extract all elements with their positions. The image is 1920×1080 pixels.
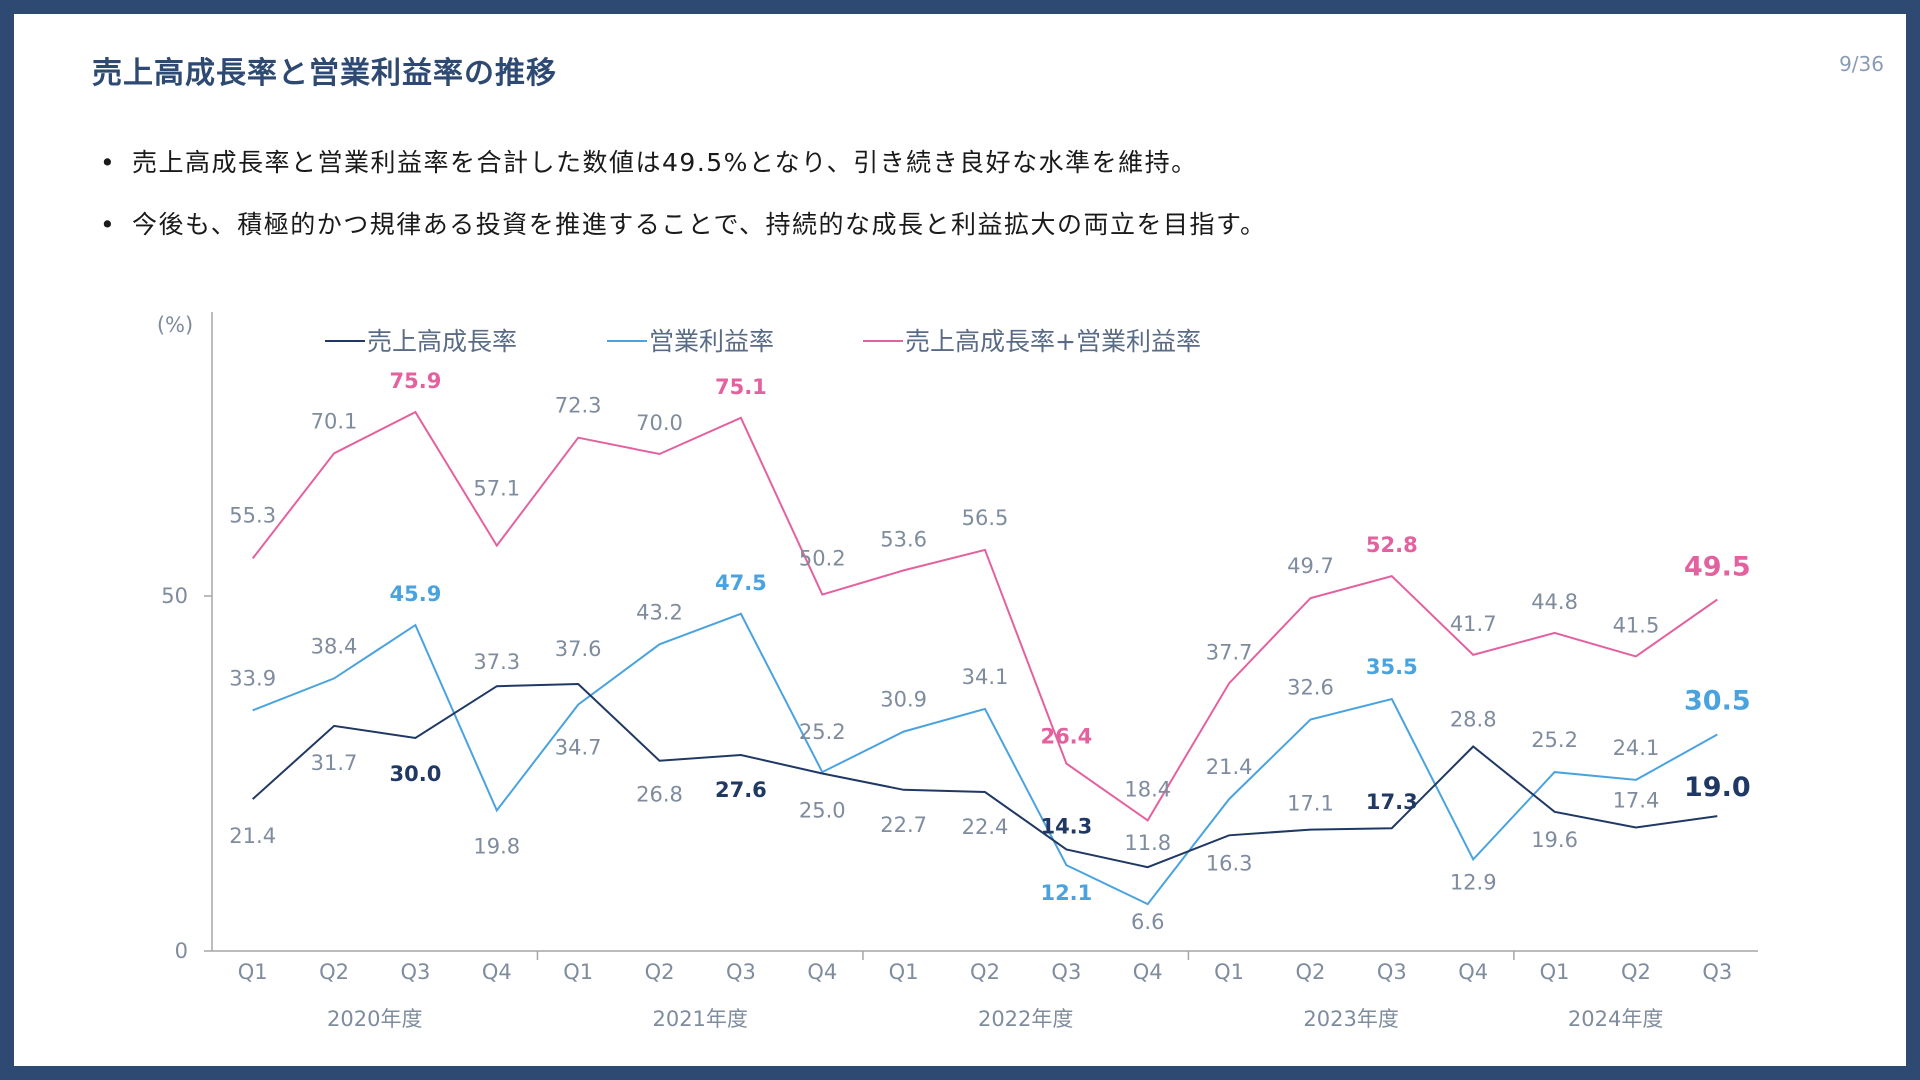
x-tick-label: Q4 xyxy=(482,960,512,984)
x-tick-label: Q2 xyxy=(1296,960,1326,984)
data-label-operating-margin: 12.1 xyxy=(1040,881,1092,905)
data-label-revenue-growth: 17.3 xyxy=(1366,790,1418,814)
data-label-operating-margin: 33.9 xyxy=(229,666,276,690)
data-label-operating-margin: 34.7 xyxy=(555,736,602,760)
data-label-operating-margin: 34.1 xyxy=(962,665,1009,689)
legend-label: 売上高成長率 xyxy=(367,327,517,356)
data-label-combined: 53.6 xyxy=(880,527,927,551)
slide-title: 売上高成長率と営業利益率の推移 xyxy=(92,56,557,91)
x-tick-label: Q4 xyxy=(1458,960,1488,984)
data-label-operating-margin: 32.6 xyxy=(1287,676,1334,700)
page-number: 9/36 xyxy=(1839,52,1884,76)
data-label-revenue-growth: 30.0 xyxy=(390,762,442,786)
fiscal-year-label: 2023年度 xyxy=(1303,1007,1398,1031)
data-label-combined: 72.3 xyxy=(555,394,602,418)
x-tick-label: Q1 xyxy=(1214,960,1244,984)
data-label-revenue-growth: 28.8 xyxy=(1450,708,1497,732)
data-label-operating-margin: 12.9 xyxy=(1450,870,1497,894)
bullet-item: 売上高成長率と営業利益率を合計した数値は49.5%となり、引き続き良好な水準を維… xyxy=(100,132,1267,194)
data-label-revenue-growth: 17.4 xyxy=(1613,788,1660,812)
data-label-revenue-growth: 14.3 xyxy=(1040,814,1092,838)
data-label-operating-margin: 45.9 xyxy=(390,582,442,606)
data-label-combined: 41.7 xyxy=(1450,612,1497,636)
x-tick-label: Q1 xyxy=(563,960,593,984)
x-tick-label: Q2 xyxy=(1621,960,1651,984)
y-tick-label: 50 xyxy=(161,584,188,608)
series-line-combined xyxy=(251,410,1718,822)
data-label-operating-margin: 6.6 xyxy=(1131,910,1164,934)
x-tick-label: Q4 xyxy=(807,960,837,984)
data-label-operating-margin: 19.8 xyxy=(473,834,520,858)
data-label-revenue-growth: 31.7 xyxy=(311,751,358,775)
data-label-combined: 18.4 xyxy=(1124,777,1171,801)
data-label-operating-margin: 21.4 xyxy=(1206,755,1253,779)
data-label-revenue-growth: 25.0 xyxy=(799,799,846,823)
data-label-combined: 56.5 xyxy=(962,506,1009,530)
data-label-combined: 75.9 xyxy=(390,369,442,393)
data-label-revenue-growth: 22.7 xyxy=(880,813,927,837)
fiscal-year-label: 2022年度 xyxy=(978,1007,1073,1031)
data-label-revenue-growth: 17.1 xyxy=(1287,792,1334,816)
data-label-revenue-growth: 19.0 xyxy=(1684,772,1751,803)
data-label-revenue-growth: 11.8 xyxy=(1124,831,1171,855)
data-label-combined: 41.5 xyxy=(1613,613,1660,637)
data-label-revenue-growth: 27.6 xyxy=(715,778,767,802)
series-line-revenue-growth xyxy=(252,682,1718,869)
data-label-revenue-growth: 22.4 xyxy=(962,815,1009,839)
data-label-operating-margin: 30.5 xyxy=(1684,685,1751,716)
fiscal-year-label: 2024年度 xyxy=(1568,1007,1663,1031)
data-label-operating-margin: 25.2 xyxy=(1531,728,1578,752)
data-label-operating-margin: 35.5 xyxy=(1366,655,1418,679)
legend-label: 売上高成長率+営業利益率 xyxy=(905,327,1201,356)
fiscal-year-label: 2020年度 xyxy=(327,1007,422,1031)
data-label-combined: 70.0 xyxy=(636,411,683,435)
data-label-combined: 37.7 xyxy=(1206,640,1253,664)
bullet-list: 売上高成長率と営業利益率を合計した数値は49.5%となり、引き続き良好な水準を維… xyxy=(100,132,1267,256)
y-tick-label: 0 xyxy=(175,939,188,963)
fiscal-year-label: 2021年度 xyxy=(652,1007,747,1031)
x-tick-label: Q1 xyxy=(238,960,268,984)
data-label-combined: 49.7 xyxy=(1287,554,1334,578)
x-tick-label: Q1 xyxy=(889,960,919,984)
data-label-combined: 26.4 xyxy=(1040,725,1092,749)
data-label-revenue-growth: 19.6 xyxy=(1531,828,1578,852)
x-tick-label: Q3 xyxy=(400,960,430,984)
data-label-combined: 52.8 xyxy=(1366,533,1418,557)
data-label-combined: 55.3 xyxy=(229,503,276,527)
data-label-combined: 57.1 xyxy=(473,477,520,501)
x-tick-label: Q4 xyxy=(1133,960,1163,984)
x-tick-label: Q1 xyxy=(1540,960,1570,984)
data-label-revenue-growth: 37.3 xyxy=(473,650,520,674)
series-line-operating-margin xyxy=(252,612,1718,906)
data-label-operating-margin: 47.5 xyxy=(715,571,767,595)
data-label-operating-margin: 30.9 xyxy=(880,688,927,712)
legend-label: 営業利益率 xyxy=(649,327,774,356)
data-label-operating-margin: 25.2 xyxy=(799,720,846,744)
x-tick-label: Q3 xyxy=(726,960,756,984)
bullet-item: 今後も、積極的かつ規律ある投資を推進することで、持続的な成長と利益拡大の両立を目… xyxy=(100,194,1267,256)
data-label-combined: 49.5 xyxy=(1684,552,1751,583)
data-label-operating-margin: 43.2 xyxy=(636,600,683,624)
data-label-revenue-growth: 37.6 xyxy=(555,637,602,661)
x-tick-label: Q3 xyxy=(1051,960,1081,984)
data-label-revenue-growth: 21.4 xyxy=(229,824,276,848)
data-label-revenue-growth: 16.3 xyxy=(1206,851,1253,875)
data-label-combined: 75.1 xyxy=(715,375,767,399)
data-label-operating-margin: 24.1 xyxy=(1613,736,1660,760)
x-tick-label: Q2 xyxy=(319,960,349,984)
data-label-combined: 44.8 xyxy=(1531,590,1578,614)
data-label-combined: 70.1 xyxy=(311,409,358,433)
x-tick-label: Q2 xyxy=(970,960,1000,984)
x-tick-label: Q3 xyxy=(1702,960,1732,984)
y-axis-unit-label: (%) xyxy=(157,313,193,337)
data-label-operating-margin: 38.4 xyxy=(311,634,358,658)
x-tick-label: Q2 xyxy=(645,960,675,984)
data-label-revenue-growth: 26.8 xyxy=(636,783,683,807)
data-label-combined: 50.2 xyxy=(799,547,846,571)
x-tick-label: Q3 xyxy=(1377,960,1407,984)
